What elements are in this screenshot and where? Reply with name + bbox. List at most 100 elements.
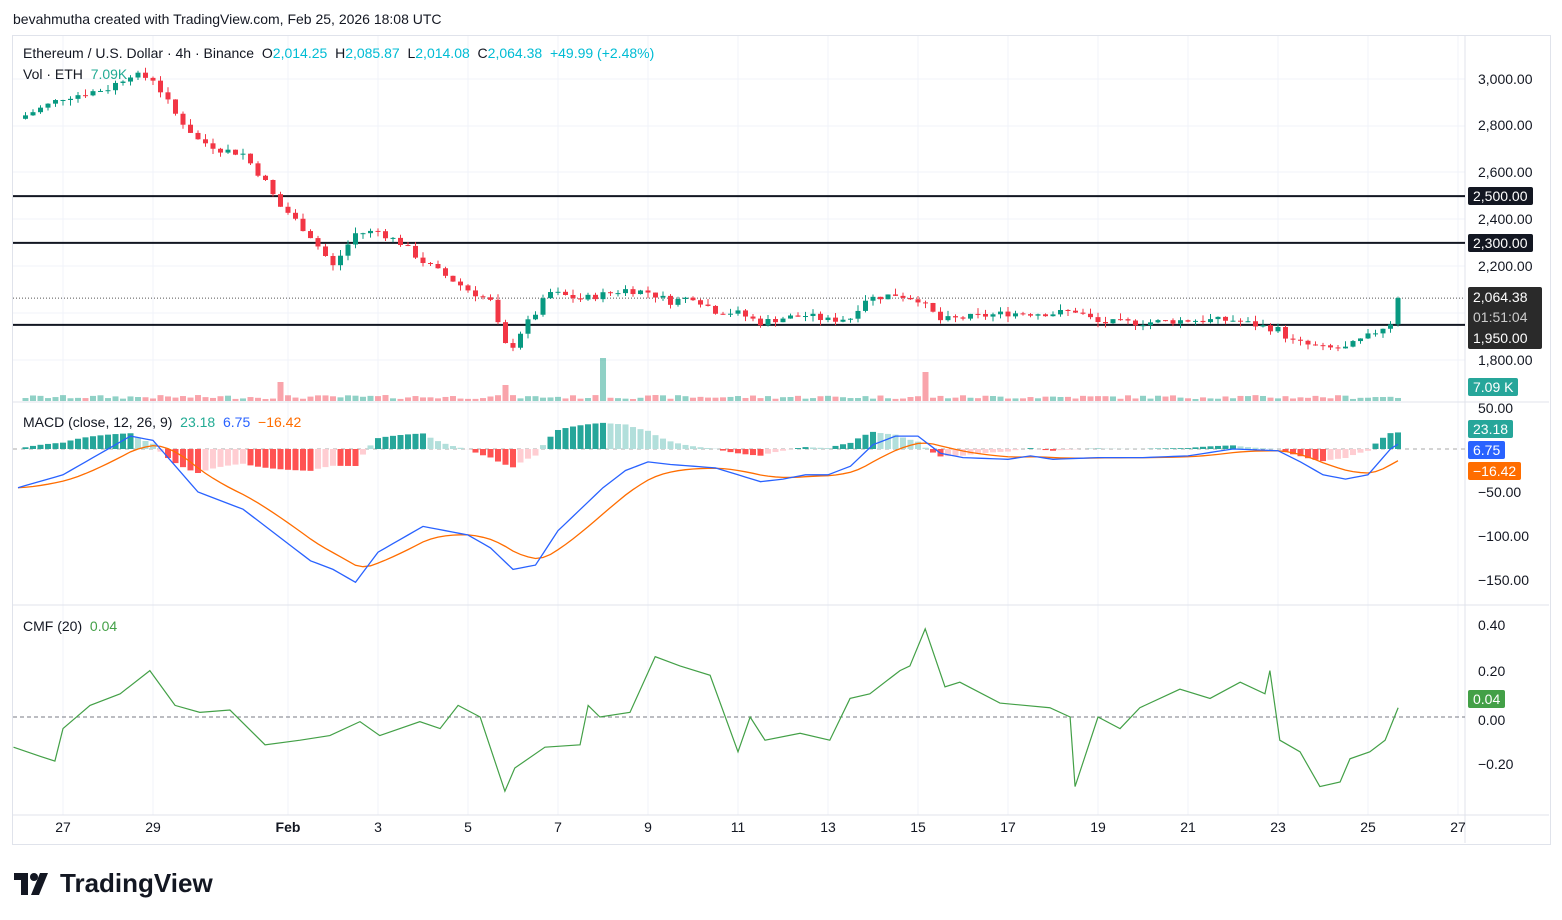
volume-bar (472, 398, 479, 401)
macd-histogram-bar (1290, 449, 1296, 455)
symbol-title[interactable]: Ethereum / U.S. Dollar · 4h · Binance (23, 45, 255, 61)
volume-bar (810, 398, 816, 401)
volume-bar (90, 395, 96, 401)
volume-bar (1042, 396, 1049, 401)
candle-body (953, 316, 958, 318)
macd-histogram-bar (22, 447, 29, 449)
macd-histogram-bar (262, 449, 269, 468)
candle-body (293, 212, 298, 219)
macd-label[interactable]: MACD (close, 12, 26, 9) (23, 414, 173, 430)
macd-histogram-bar (345, 449, 351, 466)
candle-body (255, 163, 261, 176)
volume-bar (540, 397, 546, 401)
macd-histogram-bar (645, 430, 651, 449)
volume-bar (465, 398, 471, 401)
macd-histogram-bar (150, 443, 156, 449)
candle-body (758, 318, 763, 326)
volume-bar (975, 398, 981, 401)
level-1950-tag: 1,950.00 (1473, 330, 1528, 346)
macd-histogram-bar (975, 449, 981, 454)
candle-body (210, 143, 216, 149)
volume-bar (480, 398, 486, 401)
macd-tick: −50.00 (1478, 484, 1522, 500)
candle-body (1358, 338, 1363, 342)
candle-body (98, 90, 103, 92)
volume-bar (1350, 398, 1356, 401)
candle-body (233, 149, 238, 155)
candle-body (300, 218, 306, 232)
macd-histogram-bar (1162, 448, 1169, 449)
volume-bar (900, 398, 906, 401)
candle-body (1298, 339, 1303, 341)
volume-bar (202, 397, 209, 401)
macd-histogram-bar (1177, 448, 1184, 449)
volume-bar (780, 397, 786, 401)
volume-bar (487, 396, 494, 401)
candle-body (698, 300, 703, 305)
macd-histogram-bar (847, 442, 854, 449)
macd-histogram-bar (210, 449, 216, 469)
volume-bar (135, 397, 141, 401)
candle-body (660, 295, 666, 298)
volume-bar (615, 398, 621, 401)
macd-histogram-bar (990, 449, 996, 453)
volume-bar (855, 398, 861, 401)
candle-body (518, 333, 523, 348)
macd-histogram-bar (757, 449, 764, 456)
volume-bar (127, 396, 134, 401)
candle-body (1388, 324, 1393, 329)
candle-body (308, 231, 313, 239)
candle-body (1103, 322, 1108, 324)
candle-body (480, 296, 486, 298)
macd-histogram-bar (1357, 449, 1364, 453)
volume-bar (60, 395, 66, 401)
tradingview-logo[interactable]: TradingView (14, 868, 213, 899)
macd-histogram-bar (1185, 448, 1191, 449)
volume-bar (592, 395, 599, 401)
volume-bar (945, 398, 951, 401)
macd-signal-value: −16.42 (258, 414, 302, 430)
macd-histogram-bar (1320, 449, 1326, 462)
candle-body (1290, 338, 1296, 340)
candle-body (285, 206, 291, 213)
macd-histogram-bar (1252, 447, 1259, 449)
macd-histogram-bar (555, 429, 561, 449)
candle-body (825, 317, 831, 321)
candle-body (68, 98, 73, 101)
candle-body (120, 81, 126, 83)
volume-bar (442, 396, 449, 401)
volume-bar (1110, 396, 1116, 401)
price-tick: 2,800.00 (1478, 117, 1533, 133)
candle-body (330, 255, 336, 266)
volume-bar (652, 395, 659, 401)
macd-histogram-bar (360, 449, 366, 455)
candle-body (353, 233, 358, 245)
volume-bar (412, 396, 419, 401)
macd-histogram-bar (420, 433, 426, 449)
candle-body (540, 298, 546, 315)
macd-histogram-bar (255, 449, 261, 467)
volume-bar (915, 396, 921, 401)
candle-body (405, 245, 411, 247)
candle-body (1155, 320, 1161, 323)
volume-bar (225, 395, 231, 401)
candle-body (795, 315, 801, 317)
candle-body (878, 296, 883, 300)
volume-bar (120, 398, 126, 401)
candle-body (1328, 345, 1333, 348)
macd-histogram-bar (802, 447, 809, 449)
candle-body (630, 289, 636, 295)
time-tick: 27 (55, 819, 71, 835)
candle-body (263, 175, 268, 180)
cmf-label[interactable]: CMF (20) (23, 618, 83, 634)
candle-body (195, 132, 201, 140)
candle-body (765, 319, 771, 326)
volume-bar (352, 395, 359, 401)
candle-body (1095, 317, 1101, 323)
candle-body (1245, 321, 1251, 323)
high-value: 2,085.87 (345, 45, 400, 61)
volume-bar (727, 396, 734, 401)
candle-body (53, 100, 58, 104)
cmf-value: 0.04 (89, 618, 118, 634)
